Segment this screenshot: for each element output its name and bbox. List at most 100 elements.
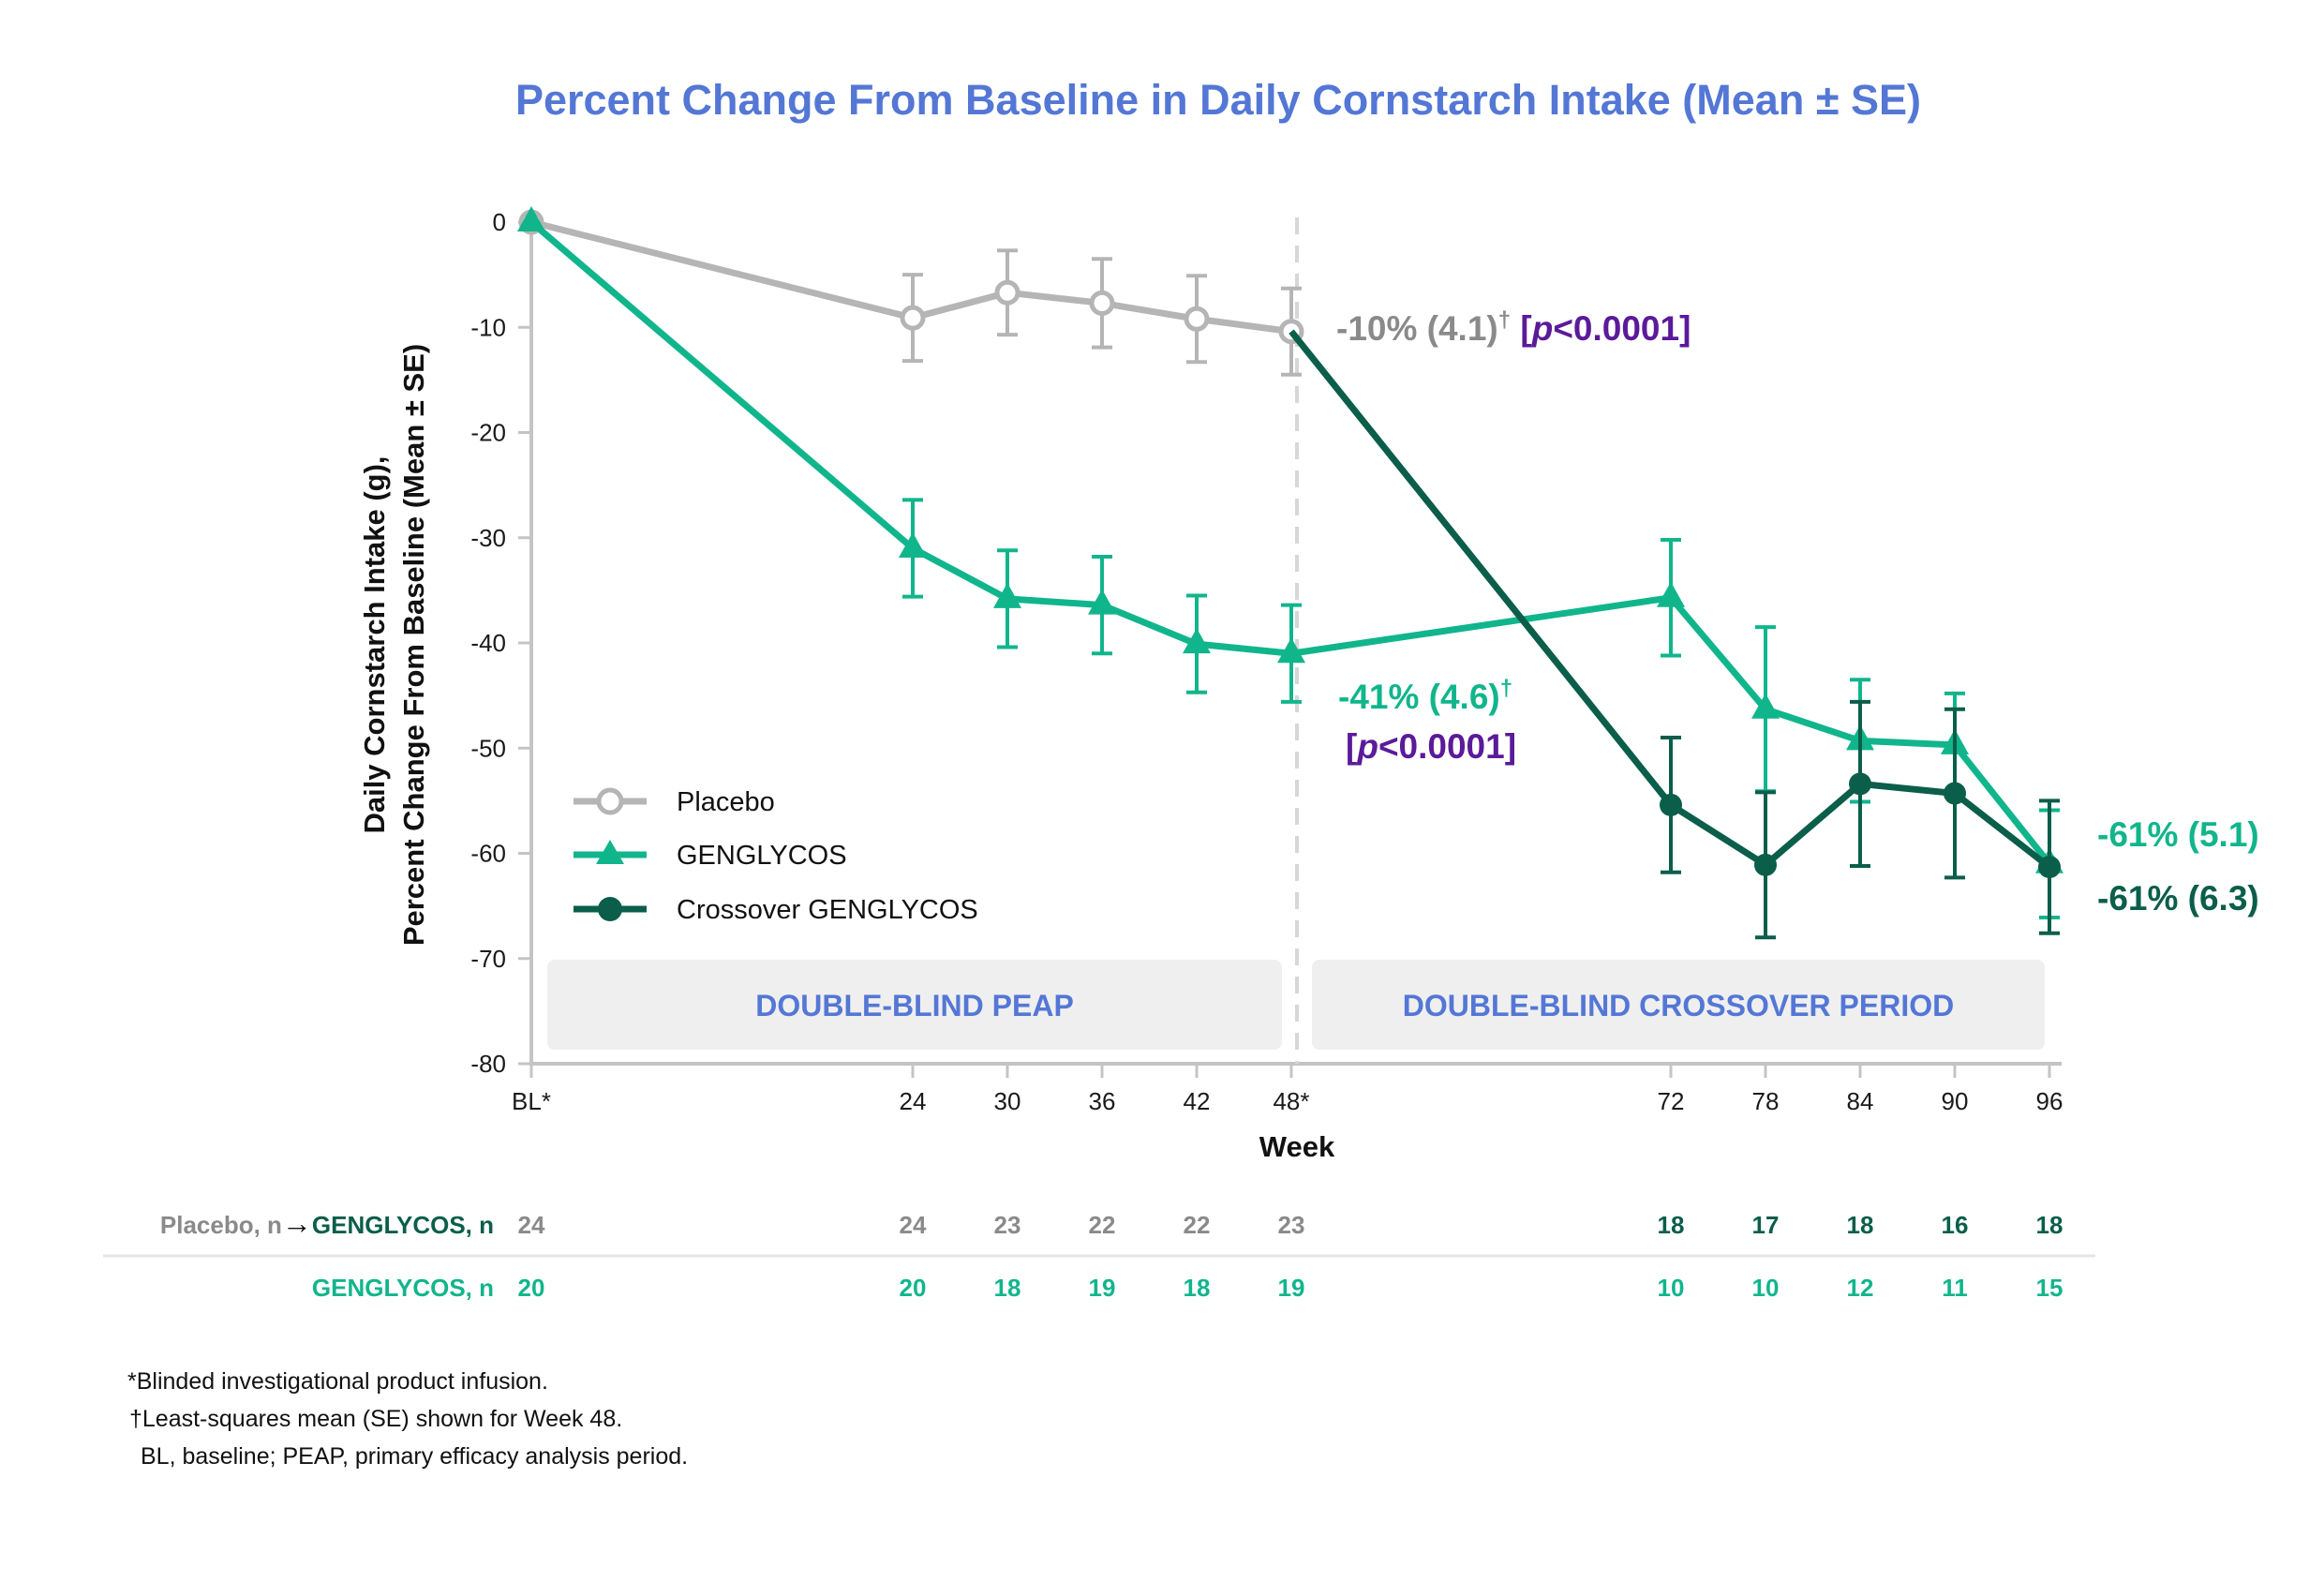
footnote-3: BL, baseline; PEAP, primary efficacy ana… [141, 1443, 688, 1470]
n-row1-value: 23 [1278, 1211, 1305, 1239]
y-tick-label: 0 [493, 208, 506, 236]
annotation-placebo-dagger: † [1498, 307, 1511, 333]
data-point-genglycos [1657, 581, 1685, 607]
annotation-crossover-week96: -61% (6.3) [2097, 879, 2259, 918]
x-tick-label: 48* [1273, 1087, 1309, 1115]
legend-item-placebo: Placebo [574, 787, 775, 817]
legend-label-crossover: Crossover GENGLYCOS [677, 895, 978, 925]
legend-crossover-marker [598, 897, 622, 921]
n-row2-value: 12 [1847, 1274, 1874, 1302]
y-tick-label: -50 [470, 734, 506, 762]
data-point-crossover [1944, 782, 1966, 805]
data-point-crossover [1754, 853, 1777, 876]
data-point-placebo [1184, 306, 1210, 332]
annotations: -10% (4.1)† [p<0.0001] -41% (4.6)† [p<0.… [1336, 307, 2259, 918]
footnote-1: *Blinded investigational product infusio… [127, 1368, 548, 1395]
n-row1-label-arrow: → [282, 1206, 312, 1240]
y-tick-label: -20 [470, 419, 506, 447]
y-tick-label: -40 [470, 629, 506, 657]
x-tick-label: 84 [1847, 1087, 1874, 1115]
n-row1-value: 22 [1089, 1211, 1116, 1239]
n-row2-value: 18 [1184, 1274, 1211, 1302]
x-tick-label: 96 [2036, 1087, 2063, 1115]
n-row1-value: 18 [2036, 1211, 2063, 1239]
legend-item-crossover: Crossover GENGLYCOS [574, 895, 978, 925]
x-tick-label: 72 [1658, 1087, 1685, 1115]
x-axis-label: Week [1259, 1130, 1335, 1163]
annotation-placebo-p-italic: p [1531, 309, 1554, 348]
n-row2-value: 18 [994, 1274, 1021, 1302]
n-row2-label: GENGLYCOS, n [312, 1274, 494, 1302]
x-tick-label: 36 [1089, 1087, 1116, 1115]
footnotes: *Blinded investigational product infusio… [127, 1368, 688, 1470]
x-tick-label: 30 [994, 1087, 1021, 1115]
annotation-genglycos-dagger: † [1500, 676, 1512, 701]
data-point-genglycos [517, 206, 545, 231]
data-point-genglycos [1088, 589, 1116, 615]
n-row2-value: 15 [2036, 1274, 2063, 1302]
x-tick-label: 24 [900, 1087, 927, 1115]
footnote-2: †Least-squares mean (SE) shown for Week … [129, 1406, 622, 1432]
data-point-crossover [1660, 793, 1682, 816]
n-row1-value: 17 [1752, 1211, 1780, 1239]
x-tick-label: 78 [1752, 1087, 1780, 1115]
data-point-crossover [1849, 772, 1871, 796]
n-table: Placebo, n→GENGLYCOS, n GENGLYCOS, n 24 2… [103, 1206, 2095, 1302]
data-point-genglycos [1751, 693, 1780, 719]
period-box-peap [547, 960, 1282, 1050]
n-row2-value: 10 [1658, 1274, 1685, 1302]
n-row1-value: 24 [518, 1211, 545, 1239]
period-label-crossover: DOUBLE-BLIND CROSSOVER PERIOD [1403, 989, 1954, 1022]
data-point-genglycos [1277, 637, 1305, 664]
legend-label-placebo: Placebo [677, 787, 775, 817]
annotation-placebo-week48: -10% (4.1)† [p<0.0001] [1336, 307, 1691, 348]
legend: Placebo GENGLYCOS Crossover GENGLYCOS [574, 787, 978, 925]
data-point-genglycos [899, 531, 927, 558]
n-row1-value: 23 [994, 1211, 1021, 1239]
series-placebo [518, 209, 1304, 377]
x-tick-label: 42 [1184, 1087, 1211, 1115]
n-row1-value: 24 [900, 1211, 927, 1239]
y-axis-label-line1: Daily Cornstarch Intake (g), [358, 455, 391, 833]
axes: 0 -10 -20 -30 -40 -50 -60 -70 -80 BL* 24 30 36 42 48*… [470, 208, 2063, 1115]
y-tick-label: -10 [470, 313, 506, 341]
data-point-placebo [1089, 290, 1115, 316]
n-row2-value: 10 [1752, 1274, 1780, 1302]
x-tick-label: 90 [1942, 1087, 1969, 1115]
y-tick-label: -80 [470, 1050, 506, 1078]
x-ticks: BL* 24 30 36 42 48* 72 78 84 90 96 [512, 1064, 2063, 1115]
n-row2-value: 20 [900, 1274, 927, 1302]
annotation-genglycos-pvalue: [p<0.0001] [1346, 727, 1516, 766]
y-axis-label-line2: Percent Change From Baseline (Mean ± SE) [397, 344, 430, 946]
data-point-genglycos [993, 582, 1021, 608]
legend-placebo-marker [596, 787, 624, 815]
legend-label-genglycos: GENGLYCOS [677, 841, 847, 871]
annotation-genglycos-value: -41% (4.6) [1338, 678, 1500, 716]
annotation-genglycos-p-rest: <0.0001] [1378, 727, 1516, 766]
n-row2-value: 19 [1278, 1274, 1305, 1302]
n-row1-value: 18 [1847, 1211, 1874, 1239]
annotation-genglycos-week48: -41% (4.6)† [1338, 676, 1512, 716]
n-row2-value: 20 [518, 1274, 545, 1302]
annotation-placebo-space [1511, 309, 1520, 348]
y-tick-label: -60 [470, 840, 506, 868]
annotation-genglycos-p-open: [ [1346, 727, 1357, 766]
series-line [1289, 329, 2052, 870]
y-ticks: 0 -10 -20 -30 -40 -50 -60 -70 -80 [470, 208, 531, 1078]
annotation-placebo-p-rest: <0.0001] [1553, 309, 1691, 348]
n-row1-value: 18 [1658, 1211, 1685, 1239]
n-row1-values: 24 24 23 22 22 23 18 17 18 16 18 [518, 1211, 2063, 1239]
y-tick-label: -70 [470, 945, 506, 973]
y-tick-label: -30 [470, 524, 506, 552]
n-row2-value: 19 [1089, 1274, 1116, 1302]
y-axis-label: Daily Cornstarch Intake (g), Percent Cha… [358, 344, 430, 946]
n-row2-values: 20 20 18 19 18 19 10 10 12 11 15 [518, 1274, 2063, 1302]
annotation-placebo-value: -10% (4.1) [1336, 309, 1498, 348]
n-row1-label-genglycos: GENGLYCOS, n [312, 1211, 494, 1239]
n-row2-value: 11 [1942, 1274, 1968, 1302]
x-tick-label: BL* [512, 1087, 551, 1115]
series-crossover-genglycos [1289, 329, 2061, 940]
series-line [530, 218, 1292, 336]
data-point-placebo [900, 305, 926, 331]
